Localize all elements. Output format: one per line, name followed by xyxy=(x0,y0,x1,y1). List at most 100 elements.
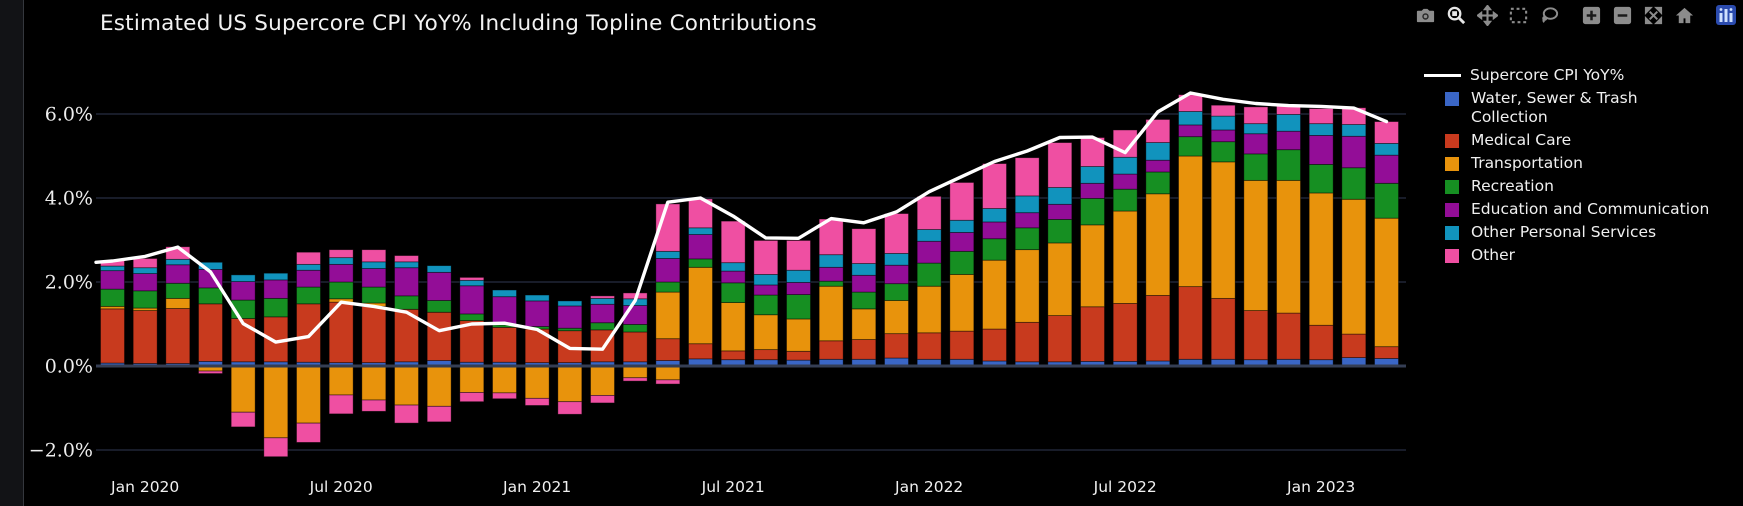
bar-segment[interactable] xyxy=(296,269,321,288)
bar-segment[interactable] xyxy=(100,288,125,307)
bar-segment[interactable] xyxy=(720,262,746,272)
bar-segment[interactable] xyxy=(198,261,223,270)
supercore-cpi-line[interactable] xyxy=(94,91,1389,351)
bar-segment[interactable] xyxy=(1112,173,1138,190)
autoscale-icon[interactable] xyxy=(1642,4,1664,26)
bar-segment[interactable] xyxy=(165,308,191,364)
bar-segment[interactable] xyxy=(1178,155,1203,288)
bar-segment-negative[interactable] xyxy=(492,365,517,394)
bar-segment-negative[interactable] xyxy=(492,392,517,400)
bar-segment[interactable] xyxy=(132,273,158,292)
bar-segment[interactable] xyxy=(165,297,191,309)
bar-segment-negative[interactable] xyxy=(394,365,419,406)
bar-segment[interactable] xyxy=(1210,161,1236,299)
bar-segment[interactable] xyxy=(132,290,158,309)
bar-segment[interactable] xyxy=(492,326,517,363)
bar-segment[interactable] xyxy=(132,310,158,364)
bar-segment[interactable] xyxy=(851,263,877,276)
bar-segment[interactable] xyxy=(1243,123,1269,135)
bar-segment[interactable] xyxy=(982,328,1007,362)
bar-segment[interactable] xyxy=(786,350,811,361)
bar-segment[interactable] xyxy=(916,240,942,264)
bar-segment[interactable] xyxy=(459,285,485,315)
bar-segment[interactable] xyxy=(1276,312,1301,360)
bar-segment[interactable] xyxy=(1276,130,1301,151)
bar-segment[interactable] xyxy=(720,220,746,264)
bar-segment[interactable] xyxy=(622,324,648,333)
bar-segment[interactable] xyxy=(165,264,191,284)
bar-segment[interactable] xyxy=(1210,104,1236,117)
bar-segment[interactable] xyxy=(1374,346,1399,359)
bar-segment[interactable] xyxy=(198,303,223,362)
bar-segment[interactable] xyxy=(165,258,191,266)
bar-segment[interactable] xyxy=(100,270,125,290)
plotly-logo-icon[interactable] xyxy=(1715,4,1737,26)
bar-segment[interactable] xyxy=(1014,195,1040,214)
bar-segment[interactable] xyxy=(1112,188,1138,212)
bar-segment[interactable] xyxy=(884,283,909,301)
bar-segment[interactable] xyxy=(426,271,452,301)
bar-segment[interactable] xyxy=(1145,295,1171,362)
bar-segment[interactable] xyxy=(1047,187,1073,205)
bar-segment[interactable] xyxy=(982,259,1007,330)
bar-segment[interactable] xyxy=(851,308,877,340)
bar-segment[interactable] xyxy=(1047,219,1073,244)
home-icon[interactable] xyxy=(1673,4,1695,26)
bar-segment[interactable] xyxy=(818,266,844,282)
bar-segment[interactable] xyxy=(753,294,779,316)
bar-segment[interactable] xyxy=(590,303,615,324)
bar-segment[interactable] xyxy=(394,295,419,310)
box-select-icon[interactable] xyxy=(1507,4,1529,26)
bar-segment[interactable] xyxy=(1308,123,1334,136)
bar-segment-negative[interactable] xyxy=(655,365,681,381)
legend-item-transportation[interactable]: Transportation xyxy=(1424,154,1736,173)
bar-segment[interactable] xyxy=(263,272,289,281)
bar-segment-negative[interactable] xyxy=(296,422,321,443)
bar-segment[interactable] xyxy=(459,276,485,281)
bar-segment[interactable] xyxy=(655,258,681,283)
bar-segment-negative[interactable] xyxy=(524,365,550,399)
bar-segment[interactable] xyxy=(851,339,877,360)
bar-segment[interactable] xyxy=(688,258,713,268)
bar-segment[interactable] xyxy=(1145,142,1171,161)
bar-segment[interactable] xyxy=(1014,249,1040,323)
bar-segment[interactable] xyxy=(296,251,321,265)
bar-segment-negative[interactable] xyxy=(426,405,452,423)
bar-segment[interactable] xyxy=(884,300,909,335)
zoom-out-icon[interactable] xyxy=(1611,4,1633,26)
bar-segment[interactable] xyxy=(1112,210,1138,304)
bar-segment[interactable] xyxy=(688,266,713,345)
bar-segment[interactable] xyxy=(1243,179,1269,311)
bar-segment-negative[interactable] xyxy=(557,401,583,415)
bar-segment[interactable] xyxy=(1308,192,1334,326)
bar-segment-negative[interactable] xyxy=(655,379,681,385)
bar-segment[interactable] xyxy=(818,280,844,287)
bar-segment-negative[interactable] xyxy=(328,365,354,396)
bar-segment-negative[interactable] xyxy=(328,394,354,415)
bar-segment[interactable] xyxy=(459,279,485,287)
bar-segment[interactable] xyxy=(557,305,583,329)
bar-segment-negative[interactable] xyxy=(459,392,485,403)
bar-segment-negative[interactable] xyxy=(524,397,550,406)
bar-segment[interactable] xyxy=(361,286,387,304)
bar-segment[interactable] xyxy=(165,282,191,299)
bar-segment[interactable] xyxy=(1374,182,1399,219)
bar-segment[interactable] xyxy=(949,182,975,221)
bar-segment-negative[interactable] xyxy=(557,365,583,403)
bar-segment[interactable] xyxy=(1145,193,1171,296)
bar-segment-negative[interactable] xyxy=(296,365,321,424)
bar-segment[interactable] xyxy=(786,318,811,352)
bar-segment[interactable] xyxy=(524,294,550,302)
bar-segment[interactable] xyxy=(1276,114,1301,132)
bar-segment[interactable] xyxy=(1014,157,1040,197)
bar-segment[interactable] xyxy=(1112,303,1138,362)
bar-segment[interactable] xyxy=(655,291,681,340)
legend-item-recreation[interactable]: Recreation xyxy=(1424,177,1736,196)
bar-segment[interactable] xyxy=(1341,198,1367,335)
bar-segment[interactable] xyxy=(1112,156,1138,175)
bar-segment[interactable] xyxy=(949,232,975,252)
bar-segment[interactable] xyxy=(296,286,321,305)
bar-segment[interactable] xyxy=(786,294,811,320)
bar-segment[interactable] xyxy=(655,250,681,259)
